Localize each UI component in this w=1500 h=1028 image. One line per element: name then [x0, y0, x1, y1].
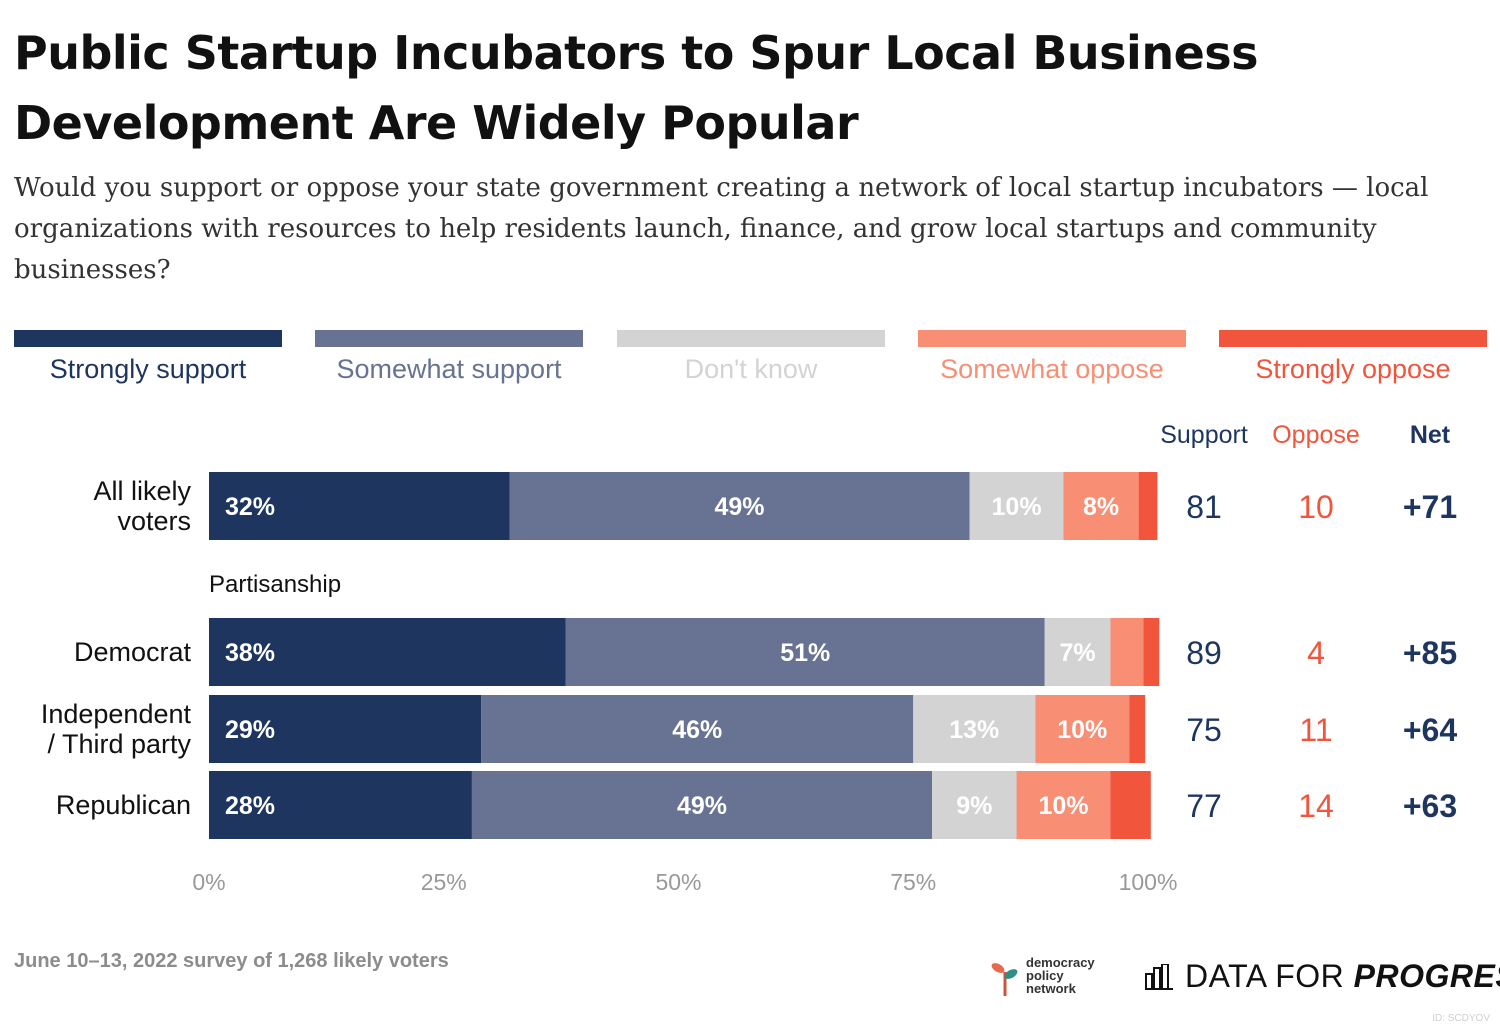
net-header: Net — [1410, 421, 1451, 449]
data-label: 51% — [780, 639, 830, 667]
chart-title: Public Startup Incubators to Spur Local … — [14, 26, 1259, 150]
data-label: 7% — [1060, 639, 1096, 667]
data-label: 29% — [225, 716, 275, 744]
net-value: +64 — [1403, 712, 1457, 748]
x-tick-label: 50% — [655, 869, 701, 895]
category-label: Republican — [56, 790, 191, 820]
support-value: 89 — [1186, 635, 1222, 671]
legend-label: Strongly oppose — [1255, 354, 1451, 384]
legend-item-strongly-support: Strongly support — [14, 330, 282, 385]
bar-segment — [509, 472, 970, 540]
category-label: / Third party — [47, 729, 191, 759]
legend-label: Somewhat support — [336, 354, 562, 384]
x-tick-label: 100% — [1119, 869, 1178, 895]
bar-segment — [471, 771, 933, 839]
oppose-value: 14 — [1298, 788, 1334, 824]
data-label: 28% — [225, 792, 275, 820]
bar-segment — [969, 472, 1064, 540]
legend-item-dont-know: Don't know — [617, 330, 885, 385]
bar-segment — [1063, 472, 1139, 540]
dpn-wordmark: democracy policy network — [1026, 956, 1095, 995]
legend-item-strongly-oppose: Strongly oppose — [1219, 330, 1487, 385]
dpn-line: network — [1026, 981, 1076, 996]
oppose-value: 11 — [1299, 712, 1332, 748]
legend-label: Don't know — [684, 354, 818, 384]
bar-segment — [1016, 771, 1111, 839]
bar-segment — [209, 695, 482, 763]
legend-swatch — [315, 330, 583, 347]
data-label: 13% — [949, 716, 999, 744]
support-value: 81 — [1186, 489, 1222, 525]
dfp-regular: DATA FOR — [1185, 958, 1354, 994]
bar-segment — [1110, 618, 1144, 686]
category-label: voters — [117, 506, 191, 536]
data-label: 8% — [1083, 493, 1119, 521]
data-label: 10% — [992, 493, 1042, 521]
net-value: +63 — [1403, 788, 1457, 824]
bar-segment — [1110, 771, 1151, 839]
bar-segment — [565, 618, 1045, 686]
survey-note: June 10–13, 2022 survey of 1,268 likely … — [14, 950, 449, 972]
legend-item-somewhat-support: Somewhat support — [315, 330, 583, 385]
data-label: 49% — [677, 792, 727, 820]
sprout-icon — [991, 963, 1018, 996]
democracy-policy-network-logo: democracy policy network — [990, 956, 1120, 998]
bar-segment — [913, 695, 1036, 763]
support-value: 77 — [1186, 788, 1222, 824]
chart-subtitle: Would you support or oppose your state g… — [14, 173, 1429, 285]
legend: Strongly support Somewhat support Don't … — [14, 330, 1487, 390]
bar-segment — [1129, 695, 1146, 763]
dfp-bold: PROGRESS — [1353, 958, 1500, 994]
group-label: Partisanship — [209, 571, 341, 598]
support-value: 75 — [1186, 712, 1222, 748]
data-label: 49% — [715, 493, 765, 521]
bar-segment — [1035, 695, 1130, 763]
category-label: All likely — [93, 476, 191, 506]
data-label: 10% — [1038, 792, 1088, 820]
bar-chart-icon — [1145, 964, 1173, 990]
data-label: 32% — [225, 493, 275, 521]
legend-swatch — [1219, 330, 1487, 347]
support-header: Support — [1160, 421, 1248, 449]
bar-segment — [209, 771, 472, 839]
oppose-header: Oppose — [1272, 421, 1360, 449]
legend-label: Somewhat oppose — [940, 354, 1164, 384]
net-value: +85 — [1403, 635, 1457, 671]
bar-segment — [481, 695, 914, 763]
bar-segment — [209, 618, 566, 686]
legend-swatch — [918, 330, 1186, 347]
data-label: 9% — [956, 792, 992, 820]
legend-label: Strongly support — [49, 354, 247, 384]
legend-swatch — [617, 330, 885, 347]
dpn-line: democracy — [1026, 955, 1095, 970]
bar-segment — [932, 771, 1017, 839]
category-label: Democrat — [74, 637, 192, 667]
data-label: 38% — [225, 639, 275, 667]
bar-segment — [209, 472, 510, 540]
dfp-wordmark: DATA FOR PROGRESS — [1185, 958, 1500, 995]
legend-swatch — [14, 330, 282, 347]
net-value: +71 — [1403, 489, 1457, 525]
data-label: 46% — [672, 716, 722, 744]
legend-item-somewhat-oppose: Somewhat oppose — [918, 330, 1186, 385]
x-tick-label: 75% — [890, 869, 936, 895]
chart-id: ID: SCDYOV — [1432, 1013, 1490, 1024]
dpn-line: policy — [1026, 968, 1064, 983]
oppose-value: 10 — [1298, 489, 1334, 525]
x-tick-label: 0% — [192, 869, 225, 895]
bar-segment — [1143, 618, 1160, 686]
x-tick-label: 25% — [421, 869, 467, 895]
data-label: 10% — [1057, 716, 1107, 744]
bar-segment — [1044, 618, 1111, 686]
data-for-progress-logo: DATA FOR PROGRESS — [1145, 958, 1500, 998]
oppose-value: 4 — [1307, 635, 1325, 671]
bar-segment — [1138, 472, 1158, 540]
category-label: Independent — [41, 699, 192, 729]
